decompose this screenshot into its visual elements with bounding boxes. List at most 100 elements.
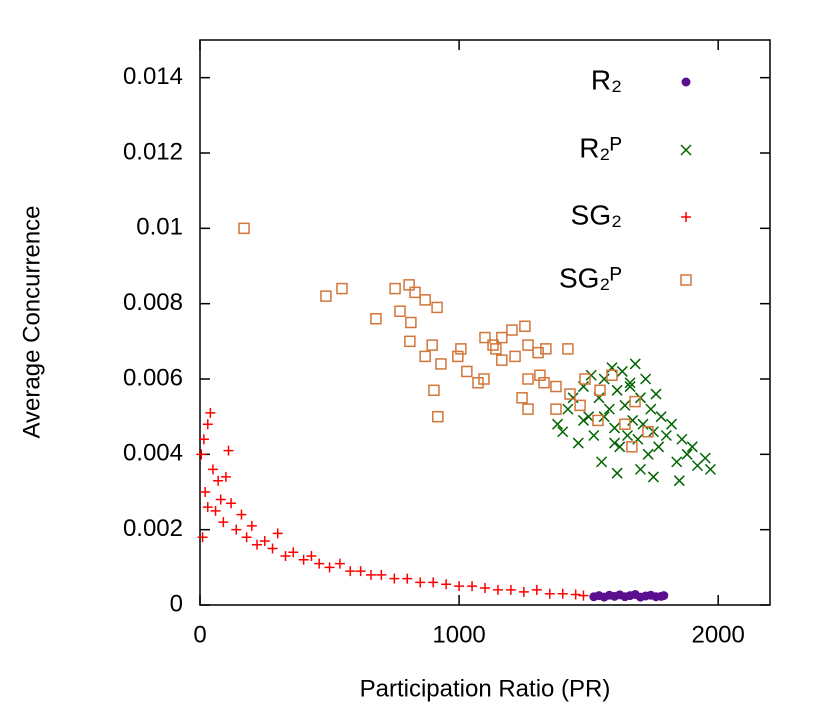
point (522, 373, 534, 385)
point (562, 403, 574, 415)
point (634, 463, 646, 475)
point (394, 305, 406, 317)
point (544, 588, 555, 599)
point (562, 343, 574, 355)
point (619, 418, 631, 430)
point (509, 350, 521, 363)
point (223, 445, 234, 456)
point (213, 475, 224, 486)
point (673, 475, 685, 487)
point (552, 418, 564, 430)
point (205, 407, 216, 418)
point (487, 339, 499, 351)
point (428, 577, 439, 588)
point (579, 373, 591, 385)
point (402, 573, 413, 584)
point (655, 411, 667, 423)
point (557, 426, 569, 438)
point (583, 411, 595, 423)
point (435, 358, 447, 370)
y-tick-label: 0.012 (123, 138, 183, 165)
point (606, 362, 618, 374)
point (472, 377, 484, 389)
point (252, 539, 262, 550)
point (226, 498, 237, 509)
point (241, 532, 252, 543)
point (522, 339, 534, 351)
point (415, 577, 426, 588)
point (461, 365, 473, 378)
point (478, 373, 490, 385)
point (518, 586, 529, 597)
point (314, 558, 325, 569)
point (404, 335, 416, 348)
point (334, 558, 345, 569)
point (624, 381, 636, 393)
x-tick-label: 1000 (432, 621, 485, 648)
point (596, 456, 608, 468)
point (479, 331, 491, 344)
point (467, 581, 478, 592)
point (196, 449, 207, 460)
point (272, 528, 283, 539)
point (570, 589, 581, 600)
point (419, 294, 431, 306)
point (611, 467, 623, 479)
point (642, 448, 654, 460)
point (686, 441, 698, 453)
point (645, 403, 657, 415)
point (594, 384, 606, 397)
point (389, 573, 400, 584)
point (366, 569, 376, 580)
point (540, 343, 552, 355)
point (629, 358, 641, 370)
point (197, 532, 208, 543)
point (629, 395, 641, 408)
point (666, 418, 678, 430)
x-tick-label: 2000 (691, 621, 744, 648)
point (650, 388, 662, 400)
point (626, 441, 638, 453)
point (405, 316, 417, 329)
x-tick-label: 0 (193, 621, 206, 648)
point (389, 282, 401, 295)
point (588, 429, 600, 442)
y-tick-label: 0.004 (123, 440, 183, 467)
point (616, 365, 628, 377)
legend-label: R₂ᴾ (579, 132, 622, 163)
point (578, 590, 589, 601)
point (267, 543, 278, 554)
point (210, 505, 221, 516)
point (516, 392, 528, 404)
y-axis-title: Average Concurrence (18, 205, 45, 438)
point (647, 471, 659, 483)
legend-label: SG₂ᴾ (559, 262, 622, 293)
point (572, 437, 584, 449)
point (236, 509, 247, 520)
point (550, 403, 562, 415)
y-tick-label: 0.014 (123, 63, 183, 90)
point (455, 343, 467, 355)
y-tick-label: 0.008 (123, 289, 183, 316)
point (642, 425, 654, 438)
point (215, 494, 226, 505)
point (619, 399, 631, 411)
point (259, 535, 270, 546)
point (409, 286, 421, 299)
point (704, 463, 716, 475)
point (454, 581, 465, 592)
point (611, 384, 623, 396)
point (231, 524, 242, 535)
y-tick-label: 0.01 (136, 214, 183, 241)
point (355, 566, 366, 577)
point (522, 403, 534, 415)
point (345, 566, 356, 577)
point (306, 551, 317, 562)
point (603, 403, 615, 415)
point (220, 471, 231, 482)
point (637, 418, 649, 430)
y-tick-label: 0.006 (123, 364, 183, 391)
point (534, 369, 546, 381)
point (681, 448, 693, 460)
